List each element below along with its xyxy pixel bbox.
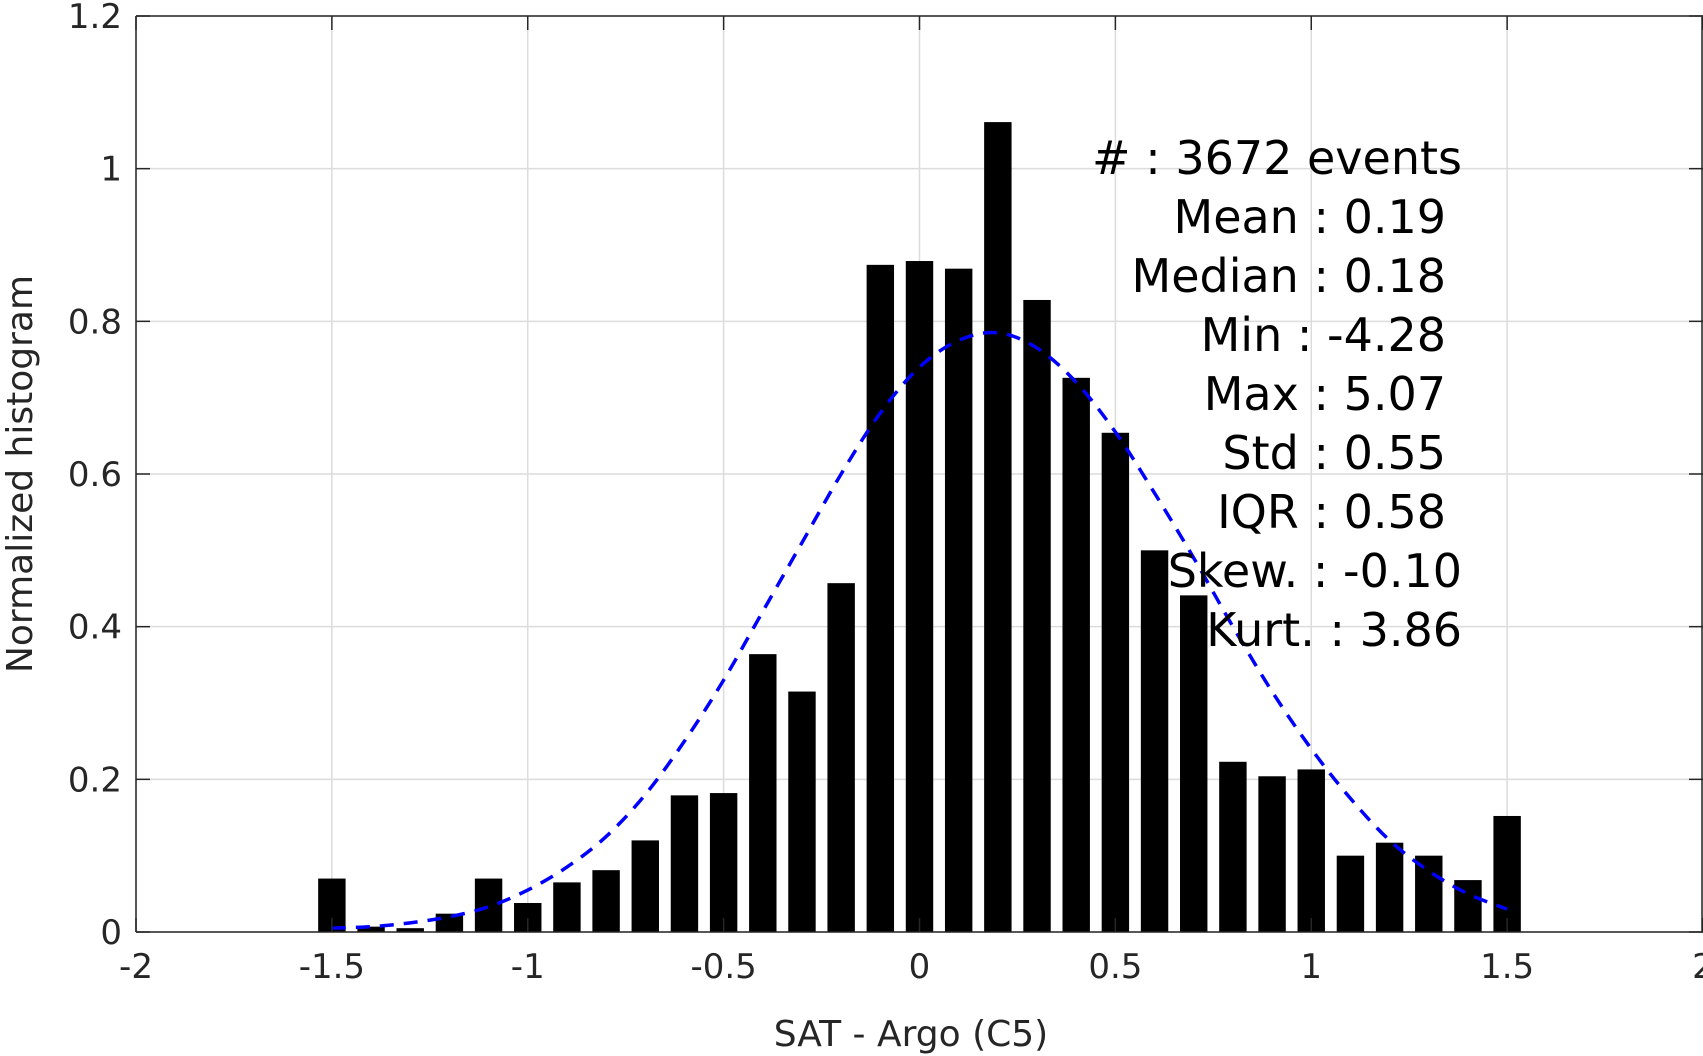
x-tick-label: 1.5	[1480, 947, 1534, 987]
histogram-bar	[474, 878, 503, 932]
stat-line: Skew. : -0.10	[1168, 544, 1462, 598]
x-tick-label: -0.5	[690, 947, 756, 987]
histogram-bar	[709, 793, 738, 932]
histogram-bar	[631, 840, 659, 932]
histogram-bar	[866, 264, 895, 932]
histogram-bar	[357, 926, 385, 932]
x-tick-label: 2	[1692, 947, 1703, 987]
histogram-bar	[435, 913, 464, 932]
y-tick-label: 0.4	[68, 608, 122, 648]
stat-line: # : 3672 events	[1092, 131, 1462, 185]
x-tick-label: 0.5	[1088, 947, 1142, 987]
histogram-bar	[592, 870, 620, 932]
x-tick-label: 0	[909, 947, 931, 987]
stat-line: Kurt. : 3.86	[1206, 603, 1462, 657]
y-tick-label: 0	[100, 913, 122, 953]
y-tick-label: 1.2	[68, 0, 122, 37]
stat-line: IQR : 0.58	[1217, 485, 1446, 539]
axes: -2 -1.5 -1 -0.5 0 0.5 1 1.5 2 0 0.2 0.4 0.6 0.8 1 1.2	[68, 0, 1703, 987]
histogram-bar	[396, 928, 424, 932]
x-tick-label: -1	[511, 947, 545, 987]
histogram-bar	[1140, 550, 1169, 932]
stat-line: Median : 0.18	[1132, 249, 1446, 303]
histogram-bar	[1101, 432, 1130, 932]
x-tick-label: -2	[119, 947, 153, 987]
histogram-bar	[944, 268, 973, 932]
stat-line: Max : 5.07	[1204, 367, 1446, 421]
x-tick-label: 1	[1300, 947, 1322, 987]
histogram-bar	[1023, 299, 1051, 933]
stat-line: Mean : 0.19	[1174, 190, 1447, 244]
histogram-bar	[553, 882, 581, 932]
histogram-bar	[1415, 855, 1443, 932]
bar-series	[318, 122, 1521, 933]
histogram-bar	[1258, 776, 1286, 932]
histogram-bar	[1062, 377, 1090, 932]
histogram-bar	[788, 691, 816, 932]
y-axis-label: Normalized histogram	[0, 275, 41, 673]
x-tick-label: -1.5	[299, 947, 365, 987]
histogram-bar	[749, 654, 777, 932]
histogram-bar	[1493, 815, 1521, 932]
histogram-bar	[1219, 761, 1247, 932]
y-tick-label: 0.6	[68, 455, 122, 495]
x-axis-label: SAT - Argo (C5)	[774, 1014, 1048, 1055]
y-tick-label: 1	[100, 150, 122, 190]
histogram-bar	[905, 261, 934, 932]
histogram-bar	[984, 122, 1012, 932]
histogram-bar	[827, 583, 855, 932]
fit-curve-layer	[331, 330, 1508, 930]
histogram-bar	[670, 795, 699, 932]
y-tick-label: 0.2	[68, 760, 122, 800]
stat-line: Std : 0.55	[1222, 426, 1446, 480]
histogram-bar	[1180, 595, 1208, 932]
stat-line: Min : -4.28	[1201, 308, 1446, 362]
histogram-bar	[1297, 769, 1325, 932]
y-tick-label: 0.8	[68, 302, 122, 342]
histogram-bar	[1336, 855, 1365, 932]
gaussian-fit-curve	[331, 330, 1508, 930]
histogram-bar	[1375, 842, 1404, 932]
